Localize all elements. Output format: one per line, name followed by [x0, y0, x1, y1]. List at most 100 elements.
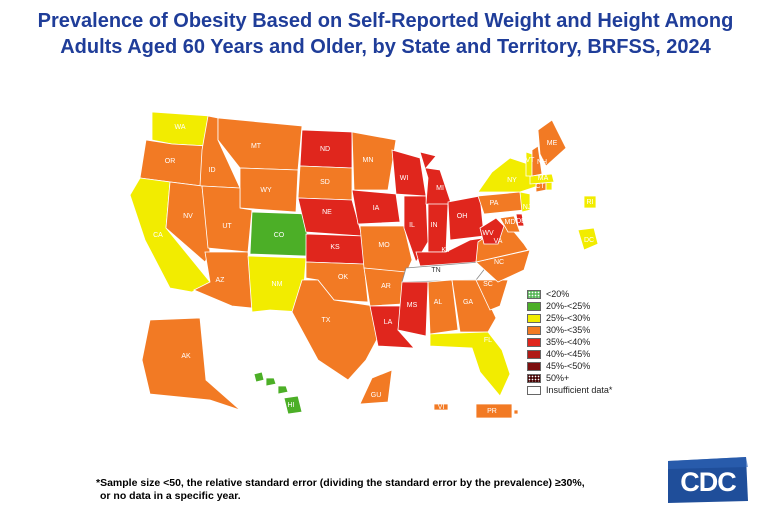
- title-line-1: Prevalence of Obesity Based on Self-Repo…: [37, 10, 734, 32]
- state-label-nc: NC: [494, 259, 504, 266]
- state-label-ia: IA: [373, 205, 380, 212]
- state-label-al: AL: [434, 299, 443, 306]
- state-label-ok: OK: [338, 274, 348, 281]
- state-label-ma: MA: [538, 175, 549, 182]
- state-label-ak: AK: [181, 353, 191, 360]
- legend-label: 35%-<40%: [546, 337, 591, 347]
- legend-swatch: [527, 325, 541, 335]
- state-label-md: MD: [505, 219, 516, 226]
- state-label-gu: GU: [371, 392, 382, 399]
- state-nm: [247, 255, 307, 313]
- state-label-ct: CT: [535, 183, 545, 190]
- state-me: [537, 119, 567, 167]
- state-label-il: IL: [409, 222, 415, 229]
- state-label-fl: FL: [484, 337, 492, 344]
- ri-inset-box: [583, 195, 597, 209]
- state-label-ri: RI: [587, 199, 594, 206]
- state-label-sd: SD: [320, 179, 330, 186]
- state-hi: [283, 395, 303, 415]
- state-label-wa: WA: [174, 124, 185, 131]
- state-ut: [201, 185, 253, 253]
- pr-satellite-islet: [513, 409, 519, 415]
- state-al: [427, 279, 459, 335]
- state-label-hi: HI: [288, 402, 295, 409]
- legend-label: 30%-<35%: [546, 325, 591, 335]
- state-ne: [297, 197, 363, 237]
- legend-item: 50%+: [527, 372, 612, 384]
- state-mn: [351, 131, 397, 191]
- state-label-pr: PR: [487, 408, 497, 415]
- legend-item: 20%-<25%: [527, 300, 612, 312]
- legend-label: 50%+: [546, 373, 570, 383]
- title-line-2: Adults Aged 60 Years and Older, by State…: [60, 36, 711, 58]
- state-label-dc: DC: [584, 237, 594, 244]
- state-de: [515, 213, 525, 227]
- legend-item: 35%-<40%: [527, 336, 612, 348]
- state-label-ky: KY: [441, 247, 451, 254]
- state-label-sc: SC: [483, 281, 493, 288]
- state-label-id: ID: [209, 167, 216, 174]
- legend-label: 20%-<25%: [546, 301, 591, 311]
- state-label-vt: VT: [526, 157, 536, 164]
- state-wi: [391, 149, 427, 197]
- legend-item: 40%-<45%: [527, 348, 612, 360]
- legend-swatch: [527, 373, 541, 383]
- state-gu: [359, 369, 393, 405]
- legend-item: Insufficient data*: [527, 384, 612, 396]
- state-label-mt: MT: [251, 143, 262, 150]
- state-label-ar: AR: [381, 283, 391, 290]
- state-ma: [529, 173, 555, 185]
- state-fl: [429, 331, 511, 397]
- state-label-me: ME: [547, 140, 558, 147]
- hi-island-oahu: [265, 377, 277, 387]
- legend-label: 45%-<50%: [546, 361, 591, 371]
- state-label-ca: CA: [153, 232, 163, 239]
- state-label-ne: NE: [322, 209, 332, 216]
- labels-layer: WA OR CA ID NV MT WY UT AZ CO NM ND SD NE KS OK TX MN IA MO…: [153, 124, 594, 415]
- state-label-ga: GA: [463, 299, 473, 306]
- state-label-nh: NH: [537, 159, 547, 166]
- state-label-wy: WY: [260, 187, 272, 194]
- state-mi: [419, 151, 453, 207]
- state-label-mi: MI: [436, 185, 444, 192]
- state-label-ny: NY: [507, 177, 517, 184]
- states-layer: [129, 111, 599, 419]
- state-label-nm: NM: [272, 281, 283, 288]
- state-label-va: VA: [494, 238, 503, 245]
- legend-swatch: [527, 349, 541, 359]
- state-tx: [291, 279, 383, 381]
- legend-swatch: [527, 313, 541, 323]
- legend-swatch: [527, 361, 541, 371]
- state-wv: [479, 217, 505, 245]
- state-la: [369, 305, 415, 349]
- state-dc: [577, 227, 599, 251]
- state-mo: [359, 225, 413, 275]
- cdc-logo: CDC: [668, 457, 748, 503]
- footnote-line-2: or no data in a specific year.: [100, 490, 241, 502]
- state-label-la: LA: [384, 319, 393, 326]
- cdc-logo-lettering: CDC: [680, 467, 736, 497]
- state-label-de: DE: [516, 218, 526, 225]
- state-label-tx: TX: [322, 317, 331, 324]
- state-label-az: AZ: [216, 277, 226, 284]
- state-label-tn: TN: [431, 267, 440, 274]
- state-ms: [397, 281, 429, 337]
- legend-swatch: [527, 385, 541, 395]
- legend-label: <20%: [546, 289, 570, 299]
- map-title: Prevalence of Obesity Based on Self-Repo…: [0, 8, 771, 60]
- state-label-mn: MN: [363, 157, 374, 164]
- state-label-ms: MS: [407, 302, 418, 309]
- hi-island-maui: [277, 385, 289, 395]
- state-tn: [401, 261, 491, 283]
- state-label-in: IN: [431, 222, 438, 229]
- state-label-ks: KS: [330, 244, 340, 251]
- state-label-nv: NV: [183, 213, 193, 220]
- legend-label: 25%-<30%: [546, 313, 591, 323]
- state-label-wv: WV: [482, 230, 494, 237]
- state-label-pa: PA: [490, 200, 499, 207]
- legend-label: 40%-<45%: [546, 349, 591, 359]
- legend-item: 45%-<50%: [527, 360, 612, 372]
- state-pa: [477, 191, 525, 215]
- state-label-nd: ND: [320, 146, 330, 153]
